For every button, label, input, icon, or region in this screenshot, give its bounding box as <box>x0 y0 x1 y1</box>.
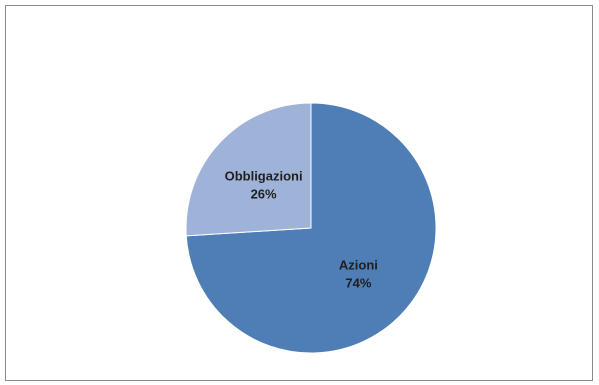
pie-slices <box>185 102 437 354</box>
slice-label-obbligazioni: Obbligazioni <box>225 169 303 184</box>
pie-slice-obbligazioni <box>185 102 312 237</box>
slice-label-azioni: Azioni <box>339 258 378 273</box>
pie-labels: Azioni 74% Obbligazioni 26% <box>225 169 378 291</box>
slice-value-obbligazioni: 26% <box>251 187 277 202</box>
slice-value-azioni: 74% <box>345 276 371 291</box>
